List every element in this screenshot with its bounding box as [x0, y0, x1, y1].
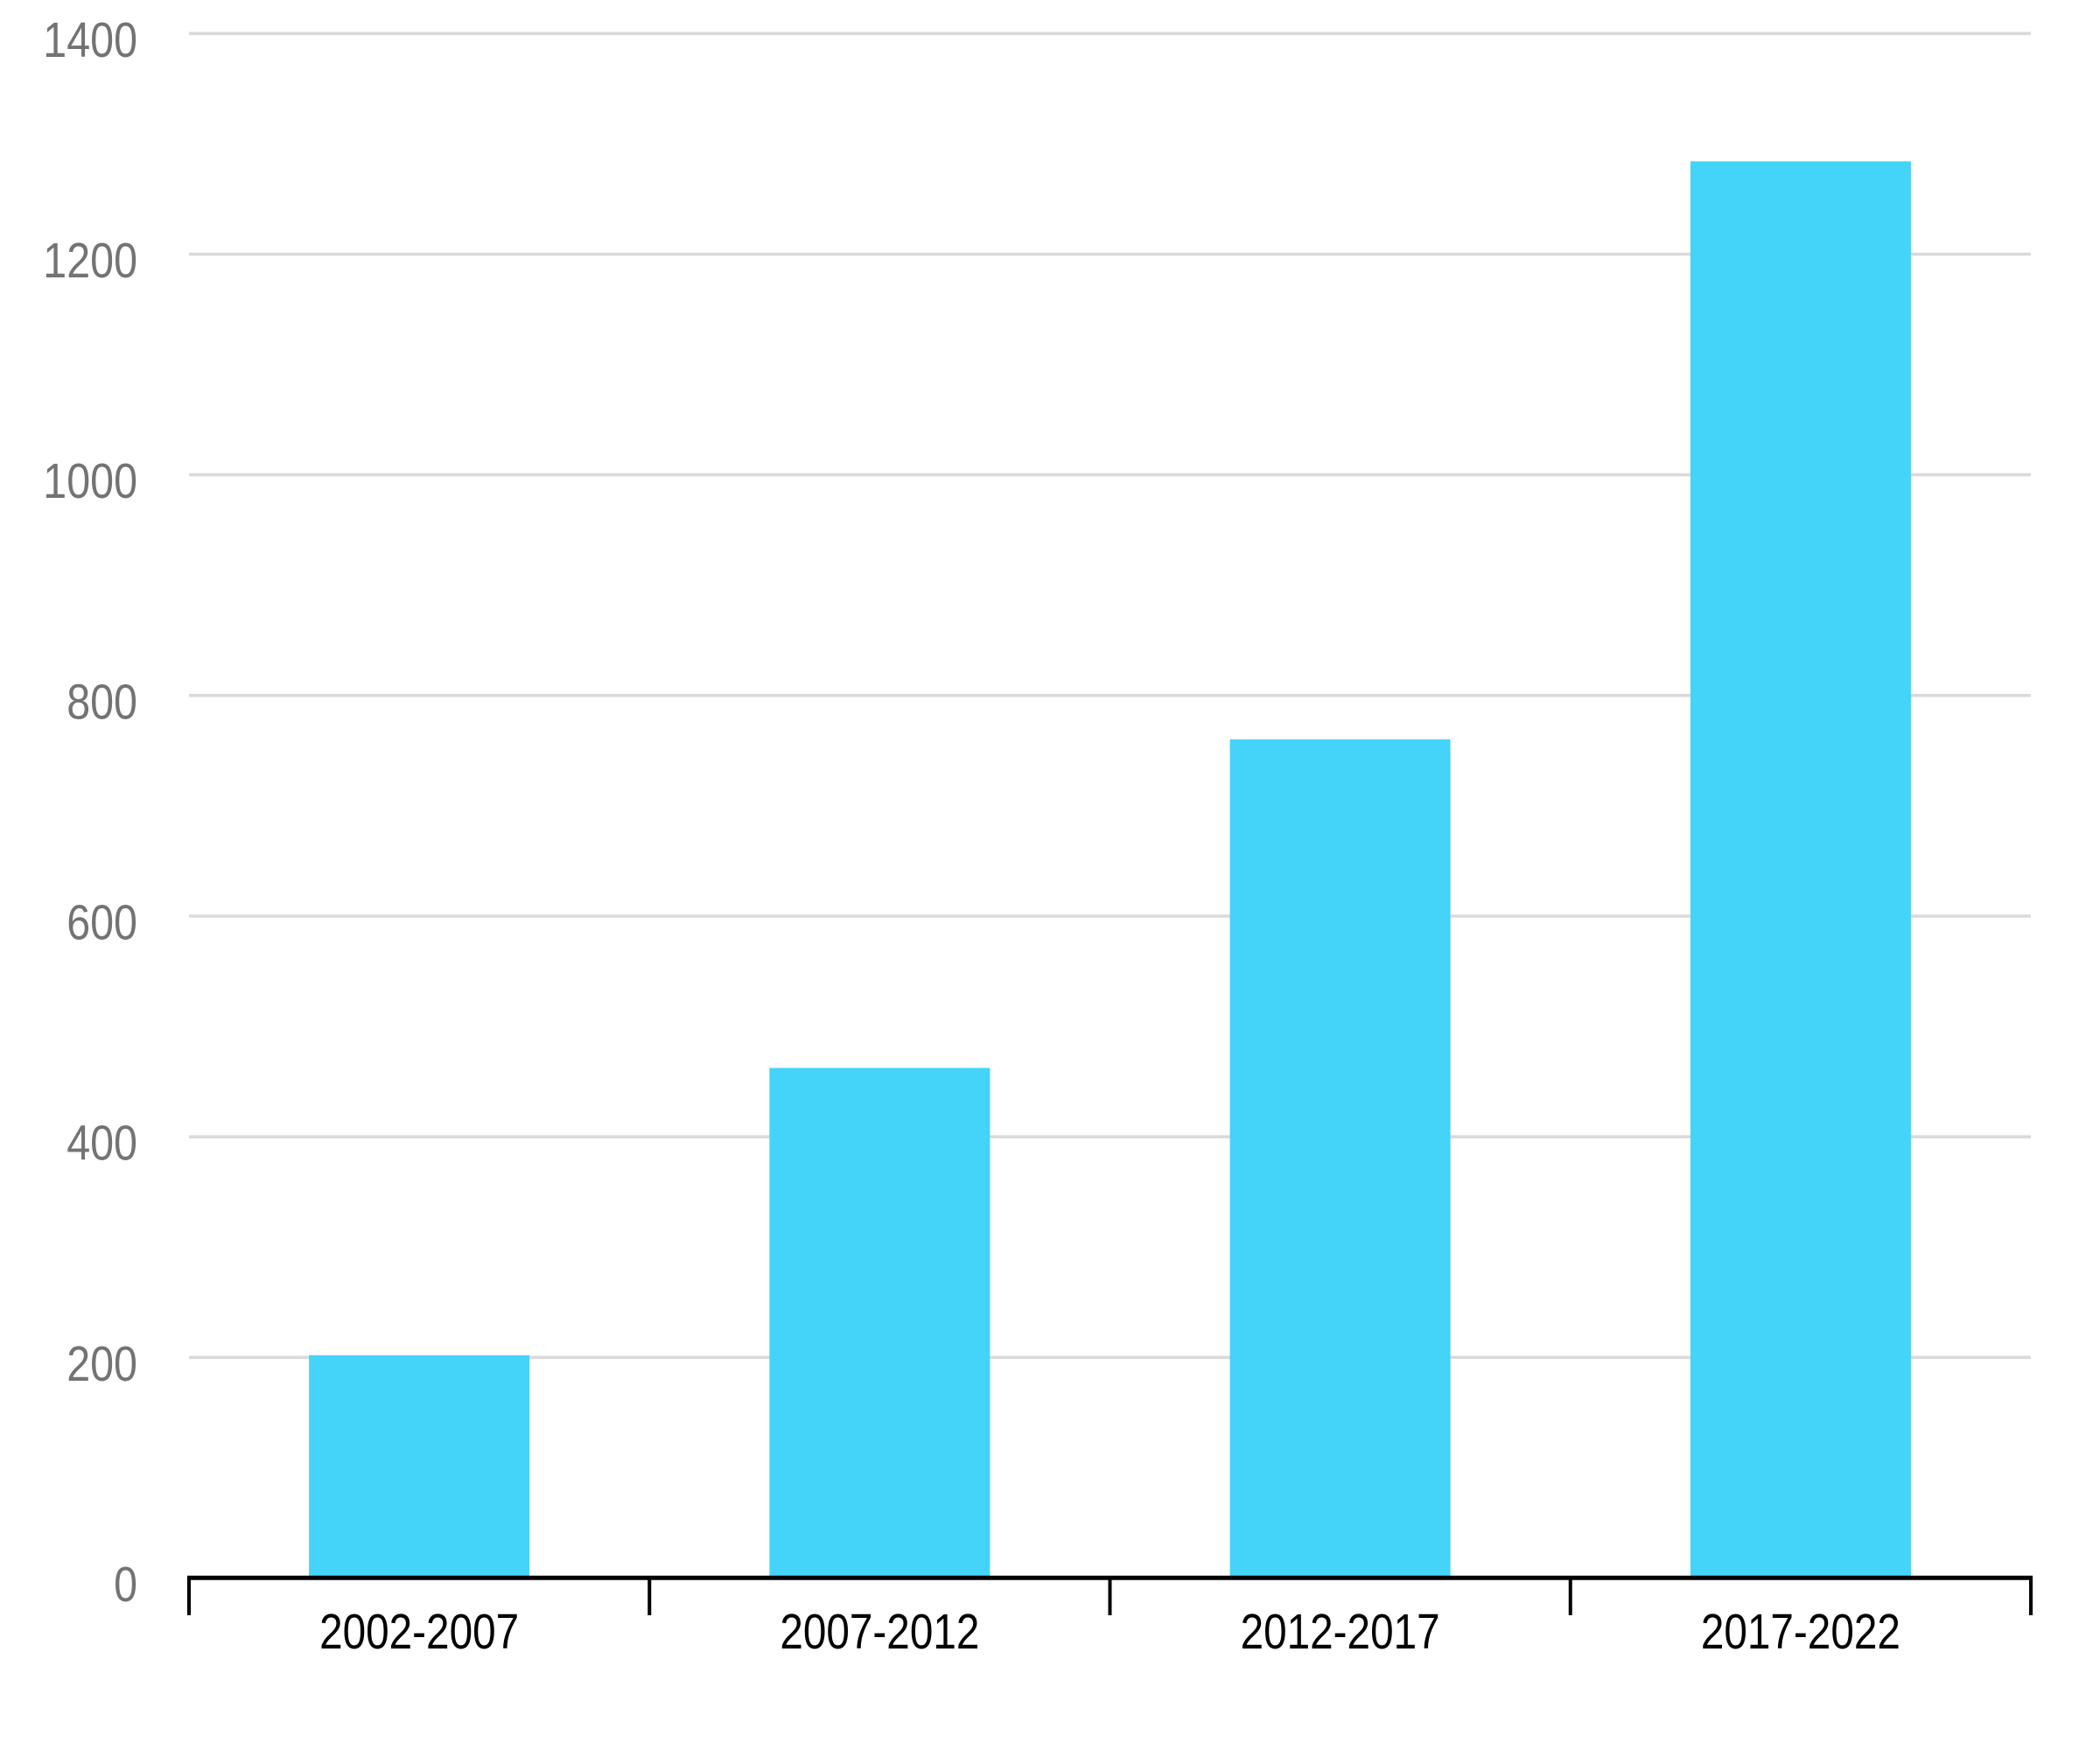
- svg-text:400: 400: [66, 1116, 137, 1172]
- svg-text:2002-2007: 2002-2007: [319, 1604, 519, 1660]
- svg-text:2007-2012: 2007-2012: [780, 1604, 979, 1660]
- svg-text:2012-2017: 2012-2017: [1241, 1604, 1440, 1660]
- svg-text:200: 200: [66, 1336, 137, 1392]
- svg-text:800: 800: [66, 674, 137, 730]
- svg-text:2017-2022: 2017-2022: [1701, 1604, 1900, 1660]
- svg-text:1000: 1000: [43, 453, 137, 509]
- svg-text:600: 600: [66, 895, 137, 951]
- svg-text:1400: 1400: [43, 12, 137, 68]
- svg-text:1200: 1200: [43, 233, 137, 289]
- svg-text:0: 0: [114, 1557, 137, 1613]
